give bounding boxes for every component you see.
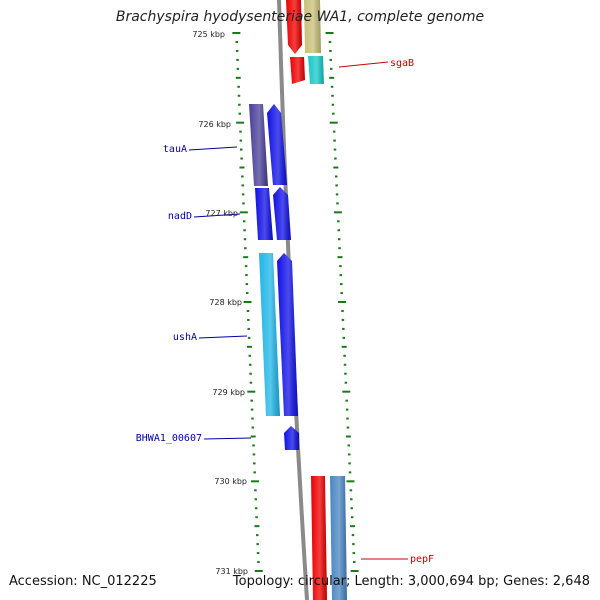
gene-nadD-right[interactable] [273, 187, 291, 240]
gene-sgaB-cyan[interactable] [308, 56, 324, 84]
ruler-ticks-left [232, 32, 263, 572]
gene-top-red[interactable] [286, 0, 302, 54]
gene-pepF-steelblue[interactable] [330, 476, 347, 600]
gene-tauA-blue[interactable] [267, 104, 287, 185]
gene-sgaB-red[interactable] [290, 57, 305, 84]
leader-BHWA1_00607 [203, 437, 252, 440]
leader-nadD [193, 213, 241, 218]
ruler-label-725: 725 kbp [192, 30, 225, 39]
ruler-label-726: 726 kbp [198, 120, 231, 129]
genome-summary: Topology: circular; Length: 3,000,694 bp… [232, 574, 590, 589]
gene-ushA-skyblue[interactable] [259, 253, 280, 416]
gene-label-nadD: nadD [168, 211, 192, 222]
gene-top-olive[interactable] [304, 0, 321, 53]
ruler-label-728: 728 kbp [209, 298, 242, 307]
gene-tauA-navy[interactable] [249, 104, 268, 186]
ruler-label-729: 729 kbp [212, 388, 245, 397]
gene-ushA-blue[interactable] [277, 253, 298, 416]
gene-label-BHWA1_00607: BHWA1_00607 [136, 433, 202, 444]
ruler-label-731: 731 kbp [215, 567, 248, 576]
gene-label-ushA: ushA [173, 332, 197, 343]
leader-sgaB [338, 61, 389, 68]
gene-pepF-red[interactable] [311, 476, 327, 600]
ruler-label-730: 730 kbp [214, 477, 247, 486]
leader-ushA [198, 335, 248, 339]
leader-tauA [188, 146, 238, 151]
ruler-label-727: 727 kbp [205, 209, 238, 218]
ruler-ticks-right [325, 32, 359, 572]
gene-nadD-left[interactable] [255, 188, 273, 240]
accession-text: Accession: NC_012225 [9, 574, 157, 589]
gene-BHWA1_00607[interactable] [284, 426, 299, 450]
gene-label-sgaB: sgaB [390, 58, 414, 69]
gene-label-pepF: pepF [410, 554, 434, 565]
gene-label-tauA: tauA [163, 144, 187, 155]
page-title: Brachyspira hyodysenteriae WA1, complete… [115, 9, 485, 25]
